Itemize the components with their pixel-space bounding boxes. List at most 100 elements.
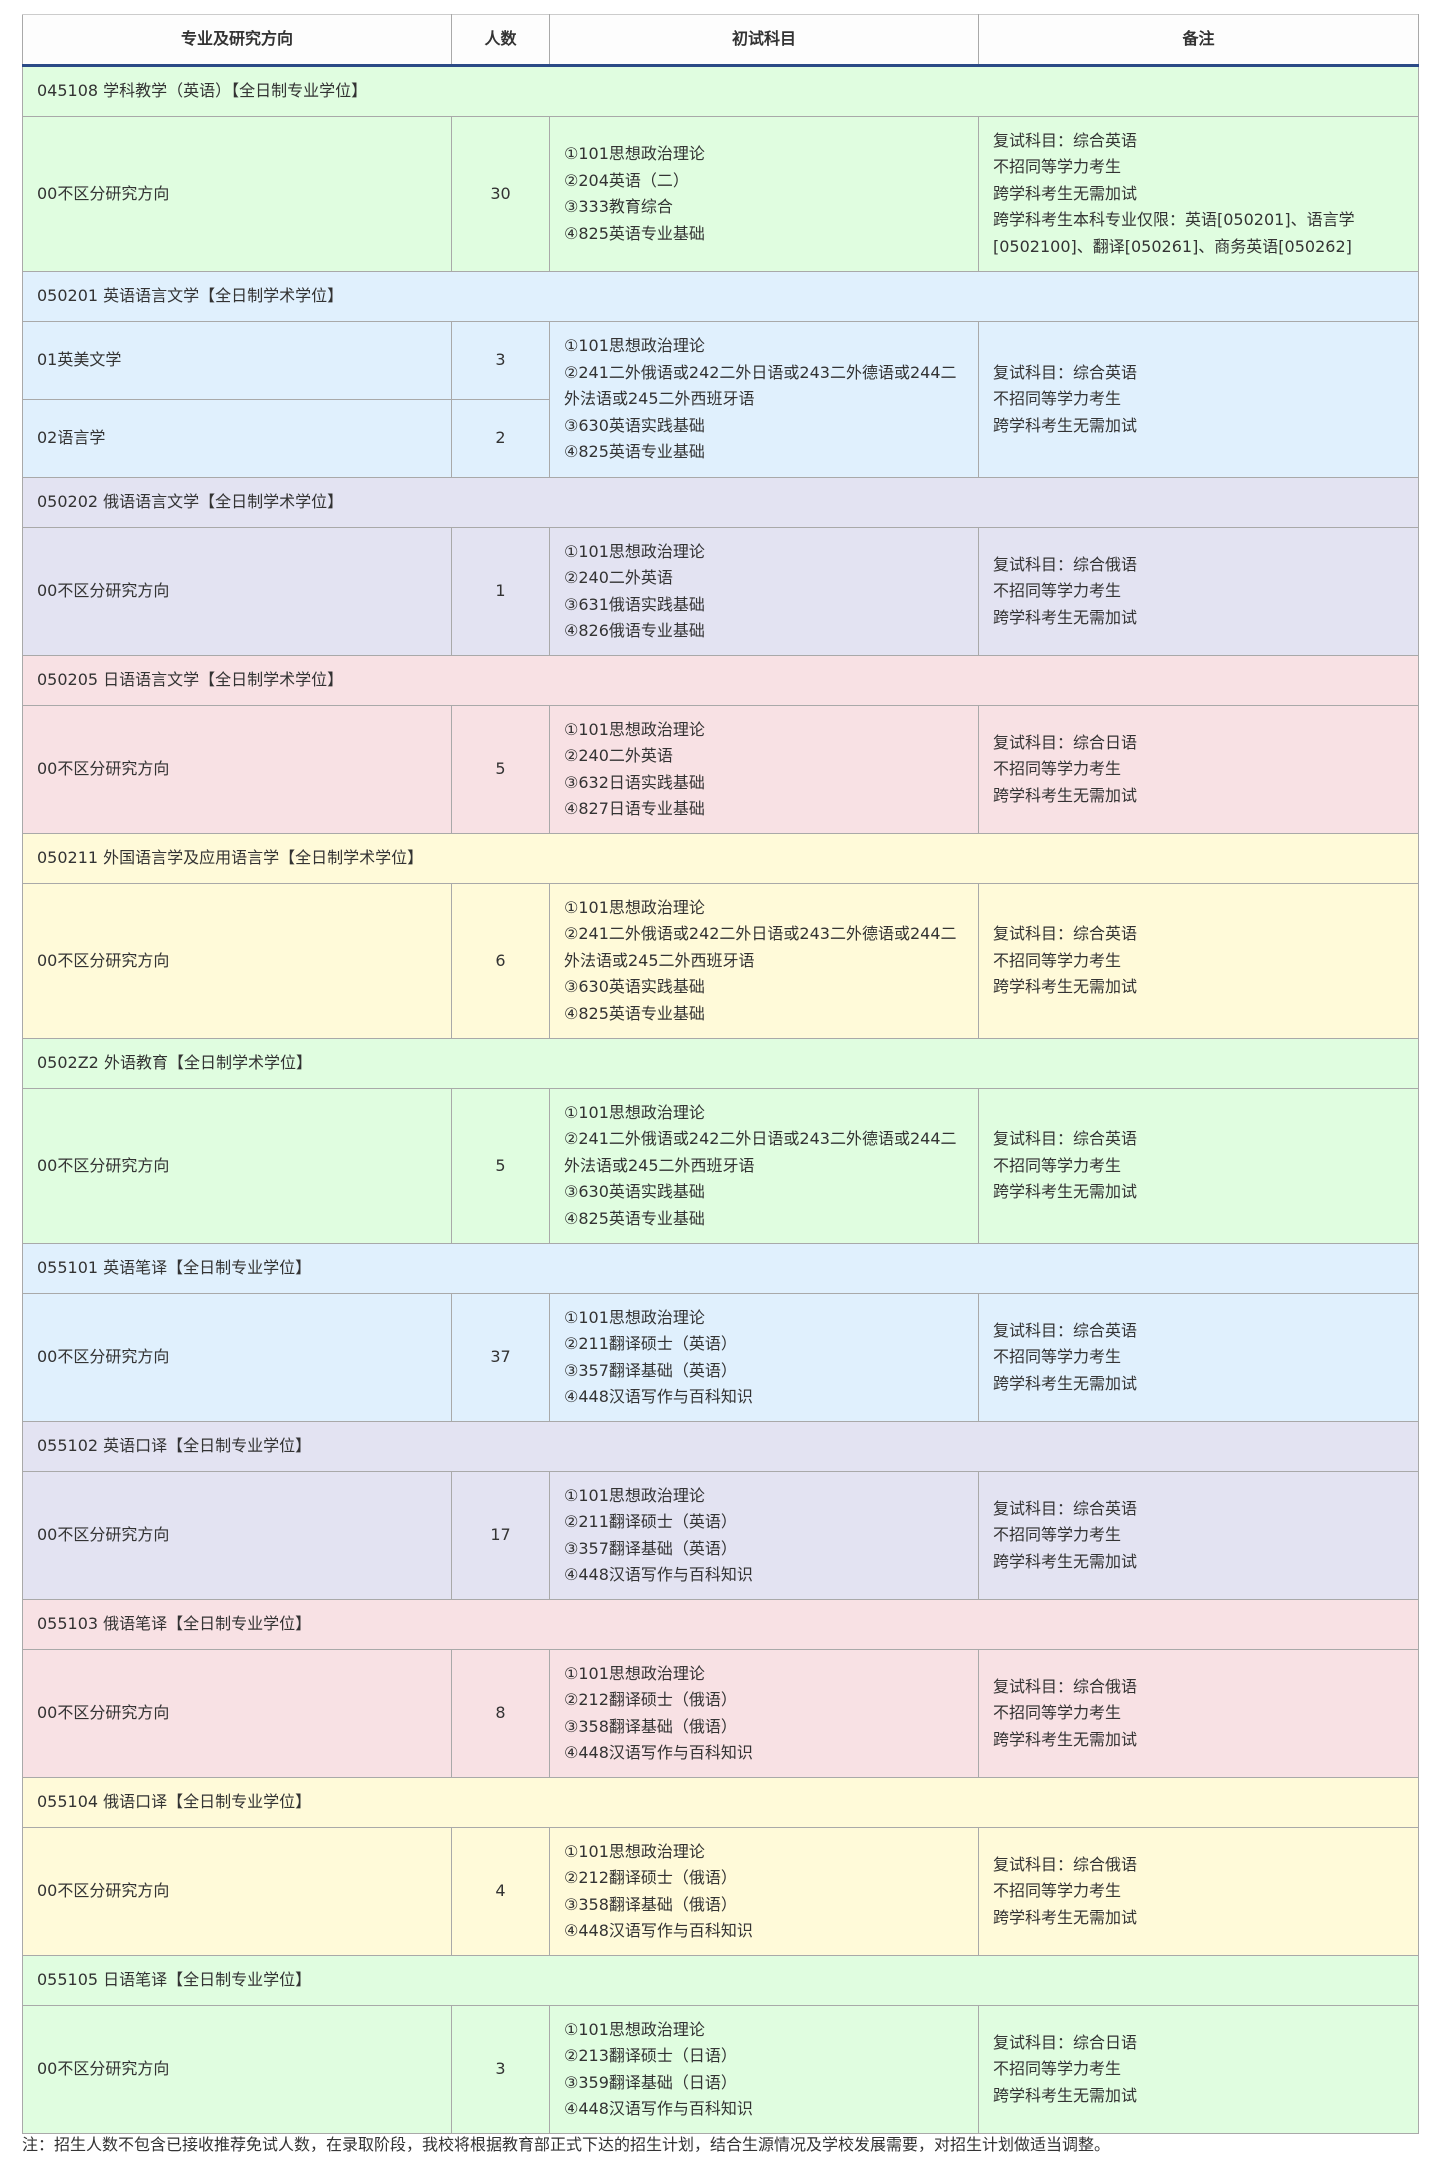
- direction-cell: 01英美文学: [22, 321, 452, 400]
- note-item: 不招同等学力考生: [993, 1703, 1122, 1723]
- subject-item: ②240二外英语: [564, 746, 673, 765]
- table-row: 01英美文学 3 ①101思想政治理论 ②241二外俄语或242二外日语或243二外德…: [22, 321, 1419, 478]
- table-header-row: 专业及研究方向 人数 初试科目 备注: [22, 14, 1419, 67]
- subject-item: ①101思想政治理论: [564, 336, 705, 356]
- note-item: 跨学科考生无需加试: [993, 1182, 1138, 1202]
- subjects-cell: ①101思想政治理论 ②241二外俄语或242二外日语或243二外德语或244二外…: [549, 883, 979, 1039]
- subjects-cell: ①101思想政治理论 ②241二外俄语或242二外日语或243二外德语或244二外…: [549, 321, 979, 478]
- notes-cell: 复试科目：综合俄语 不招同等学力考生 跨学科考生无需加试: [978, 527, 1419, 656]
- note-item: 跨学科考生无需加试: [993, 1551, 1138, 1571]
- note-item: 不招同等学力考生: [993, 950, 1122, 970]
- note-item: 跨学科考生无需加试: [993, 183, 1138, 203]
- subject-item: ②211翻译硕士（英语）: [564, 1512, 737, 1531]
- subject-item: ③358翻译基础（俄语）: [564, 1716, 737, 1736]
- major-title: 0502Z2 外语教育【全日制学术学位】: [22, 1038, 1419, 1089]
- note-item: 不招同等学力考生: [993, 1525, 1122, 1545]
- subject-item: ③357翻译基础（英语）: [564, 1360, 737, 1380]
- major-title: 050202 俄语语言文学【全日制学术学位】: [22, 477, 1419, 528]
- direction-cell: 00不区分研究方向: [22, 1471, 452, 1600]
- subject-item: ①101思想政治理论: [564, 2019, 705, 2039]
- subjects-cell: ①101思想政治理论 ②240二外英语 ③632日语实践基础 ④827日语专业基础: [549, 705, 979, 834]
- table-row: 00不区分研究方向 30 ①101思想政治理论 ②204英语（二） ③333教育综合 ④8…: [22, 116, 1419, 272]
- subject-item: ②212翻译硕士（俄语）: [564, 1690, 737, 1709]
- subject-item: ③632日语实践基础: [564, 772, 705, 792]
- count-cell: 17: [451, 1471, 550, 1600]
- note-item: 复试科目：综合英语: [993, 362, 1138, 382]
- subject-item: ②241二外俄语或242二外日语或243二外德语或244二外法语或245二外西班…: [564, 362, 957, 409]
- subjects-cell: ①101思想政治理论 ②240二外英语 ③631俄语实践基础 ④826俄语专业基础: [549, 527, 979, 656]
- note-item: 不招同等学力考生: [993, 157, 1122, 177]
- count-cell: 2: [451, 399, 550, 478]
- direction-cell: 02语言学: [22, 399, 452, 478]
- header-subjects: 初试科目: [549, 14, 979, 67]
- major-group-row: 045108 学科教学（英语）【全日制专业学位】: [22, 65, 1419, 117]
- count-cell: 5: [451, 705, 550, 834]
- major-group-row: 050202 俄语语言文学【全日制学术学位】: [22, 477, 1419, 528]
- major-group-row: 055102 英语口译【全日制专业学位】: [22, 1421, 1419, 1472]
- direction-cell: 00不区分研究方向: [22, 2005, 452, 2134]
- note-item: 跨学科考生无需加试: [993, 2085, 1138, 2105]
- notes-cell: 复试科目：综合英语 不招同等学力考生 跨学科考生无需加试: [978, 1293, 1419, 1422]
- major-title: 050205 日语语言文学【全日制学术学位】: [22, 655, 1419, 706]
- subject-item: ①101思想政治理论: [564, 1102, 705, 1122]
- table-row: 00不区分研究方向 3 ①101思想政治理论 ②213翻译硕士（日语） ③359翻译基础…: [22, 2005, 1419, 2134]
- subject-item: ①101思想政治理论: [564, 1307, 705, 1327]
- note-item: 不招同等学力考生: [993, 759, 1122, 779]
- major-group-row: 050205 日语语言文学【全日制学术学位】: [22, 655, 1419, 706]
- count-cell: 37: [451, 1293, 550, 1422]
- note-item: 复试科目：综合俄语: [993, 1854, 1138, 1874]
- subject-item: ③630英语实践基础: [564, 415, 705, 435]
- note-item: 不招同等学力考生: [993, 581, 1122, 601]
- note-item: 跨学科考生无需加试: [993, 1729, 1138, 1749]
- direction-cell: 00不区分研究方向: [22, 1827, 452, 1956]
- notes-cell: 复试科目：综合英语 不招同等学力考生 跨学科考生无需加试: [978, 883, 1419, 1039]
- table-row: 00不区分研究方向 4 ①101思想政治理论 ②212翻译硕士（俄语） ③358翻译基础…: [22, 1827, 1419, 1956]
- major-title: 050201 英语语言文学【全日制学术学位】: [22, 271, 1419, 322]
- table-row: 00不区分研究方向 17 ①101思想政治理论 ②211翻译硕士（英语） ③357翻译基…: [22, 1471, 1419, 1600]
- subject-item: ②211翻译硕士（英语）: [564, 1334, 737, 1353]
- subjects-cell: ①101思想政治理论 ②212翻译硕士（俄语） ③358翻译基础（俄语） ④448汉语…: [549, 1649, 979, 1778]
- note-item: 不招同等学力考生: [993, 2059, 1122, 2079]
- subject-item: ④825英语专业基础: [564, 1003, 705, 1023]
- notes-cell: 复试科目：综合俄语 不招同等学力考生 跨学科考生无需加试: [978, 1827, 1419, 1956]
- subject-item: ④448汉语写作与百科知识: [564, 1921, 753, 1940]
- major-title: 050211 外国语言学及应用语言学【全日制学术学位】: [22, 833, 1419, 884]
- note-item: 不招同等学力考生: [993, 1347, 1122, 1367]
- count-cell: 6: [451, 883, 550, 1039]
- major-title: 045108 学科教学（英语）【全日制专业学位】: [22, 65, 1419, 117]
- subject-item: ①101思想政治理论: [564, 1663, 705, 1683]
- subject-item: ④825英语专业基础: [564, 223, 705, 243]
- note-item: 复试科目：综合日语: [993, 2032, 1138, 2052]
- major-group-row: 055104 俄语口译【全日制专业学位】: [22, 1777, 1419, 1828]
- subjects-cell: ①101思想政治理论 ②204英语（二） ③333教育综合 ④825英语专业基础: [549, 116, 979, 272]
- header-notes: 备注: [978, 14, 1419, 67]
- major-group-row: 055105 日语笔译【全日制专业学位】: [22, 1955, 1419, 2006]
- major-title: 055105 日语笔译【全日制专业学位】: [22, 1955, 1419, 2006]
- major-group-row: 050201 英语语言文学【全日制学术学位】: [22, 271, 1419, 322]
- note-item: 复试科目：综合俄语: [993, 1676, 1138, 1696]
- subject-item: ②240二外英语: [564, 568, 673, 587]
- subjects-cell: ①101思想政治理论 ②241二外俄语或242二外日语或243二外德语或244二外…: [549, 1088, 979, 1244]
- subject-item: ②204英语（二）: [564, 170, 689, 190]
- subject-item: ①101思想政治理论: [564, 1485, 705, 1505]
- note-item: 跨学科考生无需加试: [993, 977, 1138, 997]
- note-item: 复试科目：综合英语: [993, 1498, 1138, 1518]
- note-item: 不招同等学力考生: [993, 389, 1122, 409]
- major-group-row: 0502Z2 外语教育【全日制学术学位】: [22, 1038, 1419, 1089]
- count-cell: 3: [451, 321, 550, 400]
- subject-item: ④448汉语写作与百科知识: [564, 2099, 753, 2118]
- notes-cell: 复试科目：综合英语 不招同等学力考生 跨学科考生无需加试: [978, 1088, 1419, 1244]
- footnote: 注：招生人数不包含已接收推荐免试人数，在录取阶段，我校将根据教育部正式下达的招生…: [22, 2135, 1111, 2154]
- notes-cell: 复试科目：综合日语 不招同等学力考生 跨学科考生无需加试: [978, 705, 1419, 834]
- note-item: 跨学科考生无需加试: [993, 415, 1138, 435]
- subject-item: ④448汉语写作与百科知识: [564, 1387, 753, 1406]
- note-item: 复试科目：综合英语: [993, 1320, 1138, 1340]
- note-item: 复试科目：综合俄语: [993, 554, 1138, 574]
- notes-cell: 复试科目：综合日语 不招同等学力考生 跨学科考生无需加试: [978, 2005, 1419, 2134]
- subject-item: ①101思想政治理论: [564, 897, 705, 917]
- note-item: 复试科目：综合英语: [993, 924, 1138, 944]
- note-item: 跨学科考生无需加试: [993, 1907, 1138, 1927]
- subjects-cell: ①101思想政治理论 ②211翻译硕士（英语） ③357翻译基础（英语） ④448汉语…: [549, 1293, 979, 1422]
- subject-item: ②212翻译硕士（俄语）: [564, 1868, 737, 1887]
- subject-item: ③630英语实践基础: [564, 977, 705, 997]
